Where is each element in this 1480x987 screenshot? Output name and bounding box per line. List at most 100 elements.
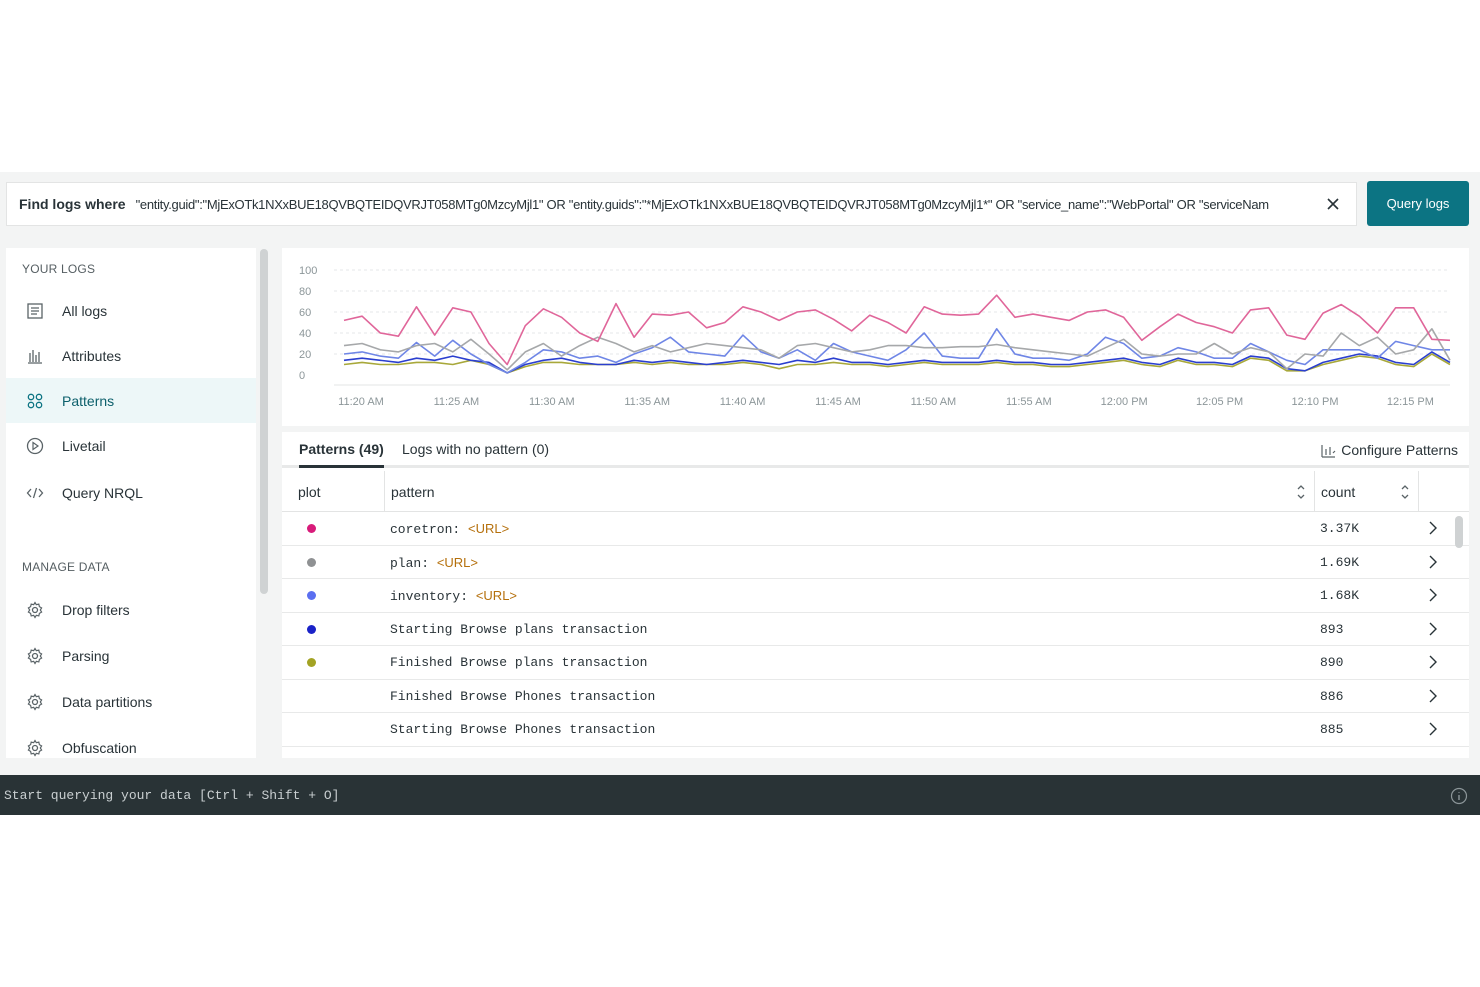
sidebar: YOUR LOGS All logs Attributes Patterns L… (6, 248, 256, 758)
info-icon[interactable] (1450, 787, 1468, 805)
sidebar-item-label: Obfuscation (62, 739, 137, 756)
sidebar-item-attributes[interactable]: Attributes (6, 333, 256, 378)
tab-patterns[interactable]: Patterns (49) (299, 441, 384, 468)
table-scrollbar[interactable] (1455, 516, 1463, 548)
column-header-count[interactable]: count (1315, 471, 1419, 512)
series-color-dot (307, 524, 316, 533)
patterns-icon (26, 392, 44, 410)
x-tick-label: 12:15 PM (1387, 396, 1434, 408)
y-tick-label: 60 (299, 307, 311, 319)
close-icon[interactable] (1324, 195, 1342, 213)
column-header-pattern[interactable]: pattern (385, 471, 1315, 512)
series-line-3[interactable] (343, 351, 1451, 374)
sidebar-scrollbar[interactable] (260, 249, 268, 594)
count-cell: 893 (1320, 621, 1344, 637)
chevron-right-icon[interactable] (1427, 521, 1439, 535)
column-label: count (1321, 483, 1356, 500)
sidebar-item-patterns[interactable]: Patterns (6, 378, 256, 423)
url-token: <URL> (468, 521, 510, 536)
configure-patterns-button[interactable]: Configure Patterns (1319, 441, 1458, 459)
query-input[interactable]: "entity.guid":"MjExOTk1NXxBUE18QVBQTEIDQ… (135, 196, 1270, 212)
x-tick-label: 12:05 PM (1196, 396, 1243, 408)
table-row[interactable]: inventory: <URL> 1.68K (282, 579, 1469, 613)
table-row[interactable]: Finished Browse plans transaction 890 (282, 646, 1469, 680)
table-row[interactable]: plan: <URL> 1.69K (282, 546, 1469, 579)
pattern-text: Starting Browse plans transaction (390, 621, 648, 637)
query-console-hint: Start querying your data [Ctrl + Shift +… (4, 787, 340, 803)
query-bar[interactable]: Find logs where "entity.guid":"MjExOTk1N… (6, 182, 1357, 226)
table-row[interactable]: Finished Browse Phones transaction 886 (282, 680, 1469, 713)
pattern-text: coretron: (390, 522, 469, 537)
column-label: plot (298, 483, 321, 500)
chevron-right-icon[interactable] (1427, 622, 1439, 636)
code-icon (26, 484, 44, 502)
table-row[interactable]: coretron: <URL> 3.37K (282, 512, 1469, 546)
pattern-text: Starting Browse Phones transaction (390, 722, 656, 737)
sort-icon[interactable] (1400, 483, 1410, 501)
sidebar-item-livetail[interactable]: Livetail (6, 423, 256, 468)
sort-icon[interactable] (1296, 483, 1306, 501)
manage-data-heading: MANAGE DATA (22, 560, 110, 574)
sidebar-item-label: Data partitions (62, 693, 153, 710)
pattern-rows: coretron: <URL> 3.37K plan: <URL> 1.69K inve… (282, 512, 1469, 747)
gear-icon (26, 600, 44, 619)
x-tick-label: 11:20 AM (338, 396, 384, 408)
x-tick-label: 11:25 AM (434, 396, 480, 408)
y-tick-label: 20 (299, 349, 311, 361)
x-tick-label: 12:00 PM (1101, 396, 1148, 408)
series-color-dot (307, 591, 316, 600)
sidebar-item-parsing[interactable]: Parsing (6, 633, 256, 678)
configure-patterns-label: Configure Patterns (1341, 442, 1458, 458)
table-row[interactable]: Starting Browse Phones transaction 885 (282, 713, 1469, 747)
sidebar-item-drop-filters[interactable]: Drop filters (6, 587, 256, 632)
x-tick-label: 11:55 AM (1006, 396, 1052, 408)
sidebar-item-obfuscation[interactable]: Obfuscation (6, 725, 256, 758)
configure-icon (1321, 445, 1336, 458)
line-chart: 100 80 60 40 20 0 11:20 AM 11:25 AM 11:30 AM 11:3… (299, 265, 1451, 408)
x-tick-label: 11:35 AM (624, 396, 670, 408)
url-token: <URL> (436, 554, 479, 570)
series-line-1[interactable] (343, 328, 1451, 371)
bar-chart-icon (26, 347, 44, 365)
query-console-bar[interactable]: Start querying your data [Ctrl + Shift +… (0, 775, 1480, 815)
chevron-right-icon[interactable] (1427, 689, 1439, 703)
sidebar-item-label: Query NRQL (62, 484, 143, 501)
pattern-text: Finished Browse plans transaction (390, 655, 648, 670)
your-logs-heading: YOUR LOGS (22, 262, 96, 276)
pattern-cell: coretron: <URL> (390, 521, 509, 537)
chevron-right-icon[interactable] (1427, 655, 1439, 669)
url-token: <URL> (475, 588, 518, 603)
patterns-tabs: Patterns (49) Logs with no pattern (0) C… (282, 432, 1469, 468)
gear-icon (26, 692, 44, 711)
sidebar-item-label: Parsing (62, 647, 110, 664)
pattern-text: Finished Browse Phones transaction (390, 688, 656, 704)
series-color-dot (307, 624, 316, 634)
y-tick-label: 100 (299, 265, 317, 277)
list-icon (26, 302, 44, 320)
y-tick-label: 0 (299, 370, 305, 382)
x-tick-label: 11:40 AM (720, 396, 766, 408)
sidebar-item-query-nrql[interactable]: Query NRQL (6, 470, 256, 515)
table-header: plot pattern count (282, 471, 1469, 512)
pattern-cell: Finished Browse Phones transaction (390, 689, 655, 704)
pattern-cell: Finished Browse plans transaction (390, 655, 647, 670)
logs-app: Find logs where "entity.guid":"MjExOTk1N… (0, 172, 1480, 815)
sidebar-item-data-partitions[interactable]: Data partitions (6, 679, 256, 724)
sidebar-item-all-logs[interactable]: All logs (6, 288, 256, 333)
sidebar-item-label: Attributes (62, 347, 122, 364)
chevron-right-icon[interactable] (1427, 555, 1439, 569)
pattern-cell: Starting Browse Phones transaction (390, 722, 655, 737)
chevron-right-icon[interactable] (1427, 722, 1439, 736)
pattern-text: plan: (390, 555, 437, 571)
query-logs-button[interactable]: Query logs (1367, 181, 1469, 226)
sidebar-item-label: Drop filters (62, 601, 130, 618)
table-row[interactable]: Starting Browse plans transaction 893 (282, 613, 1469, 646)
tab-logs-no-pattern[interactable]: Logs with no pattern (0) (402, 441, 550, 457)
column-header-plot: plot (282, 471, 385, 512)
chevron-right-icon[interactable] (1427, 588, 1439, 602)
series-line-0[interactable] (343, 294, 1451, 366)
series-line-4[interactable] (343, 353, 1451, 374)
series-color-dot (307, 658, 316, 667)
pattern-cell: inventory: <URL> (390, 588, 517, 604)
gear-icon (26, 738, 44, 757)
